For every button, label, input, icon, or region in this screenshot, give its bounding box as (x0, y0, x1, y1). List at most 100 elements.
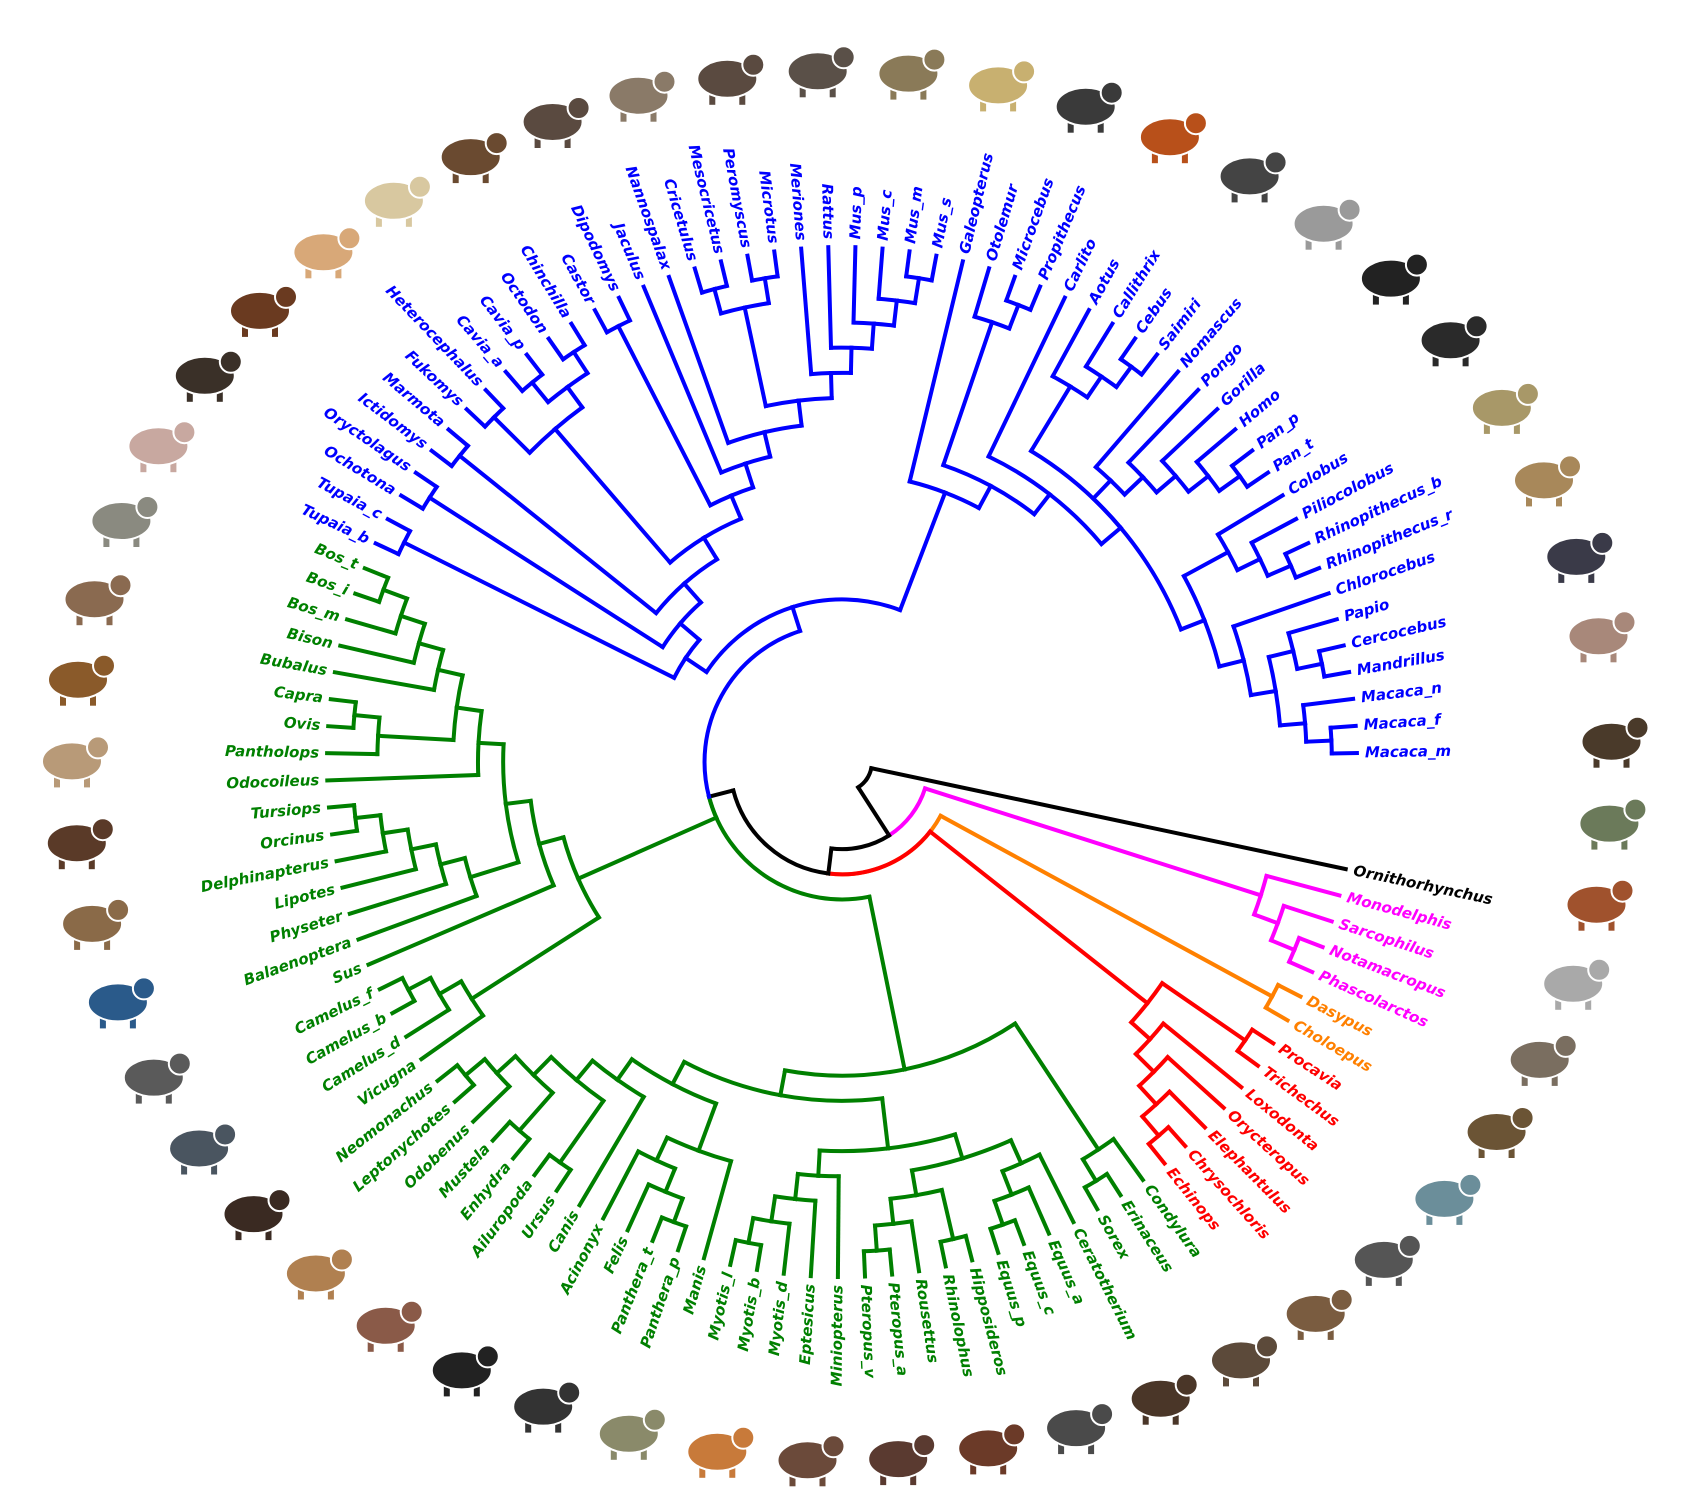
branch-edge (1133, 1051, 1157, 1075)
branch-arc (528, 798, 542, 847)
branch-edge (416, 640, 446, 653)
branch-edge (912, 275, 922, 306)
taxon-label: Mus_s (928, 196, 955, 249)
branch-arc (817, 1146, 891, 1154)
branch-edge (903, 249, 912, 279)
branch-arc (1095, 1136, 1117, 1153)
branch-edge (887, 1247, 895, 1277)
branch-edge (669, 1059, 687, 1087)
branch-edge (1265, 563, 1294, 579)
branch-arc (1181, 573, 1207, 623)
taxon-label: Mus_c (874, 189, 896, 241)
branch-edge (536, 834, 566, 847)
rhinoceros-icon (1045, 1402, 1115, 1455)
camel-icon (284, 1247, 354, 1300)
branch-arc (433, 842, 443, 867)
branch-arc (761, 423, 804, 435)
jerboa-icon (292, 226, 362, 279)
branch-arc (1098, 373, 1120, 390)
branch-edge (1006, 302, 1021, 332)
branch-edge (530, 1054, 555, 1078)
taxon-label: Eptesicus (796, 1283, 819, 1365)
branch-arc (816, 1173, 841, 1179)
branch-edge (337, 643, 417, 666)
taxon-label: Myotis_d (765, 1280, 791, 1356)
branch-edge (718, 258, 730, 289)
taxon-label: Manis (679, 1263, 710, 1316)
branch-edge (999, 1168, 1015, 1198)
branch-edge (1216, 473, 1243, 494)
branch-arc (1067, 383, 1091, 401)
branch-edge (681, 580, 704, 606)
branch-edge (1328, 723, 1358, 730)
branch-edge (1160, 1020, 1245, 1091)
branch-arc (885, 1131, 958, 1151)
branch-edge (1098, 524, 1124, 547)
branch-arc (871, 321, 897, 328)
branch-arc (1080, 1146, 1102, 1163)
branch-arc (1257, 556, 1271, 579)
taxon-label: Meriones (786, 162, 810, 241)
branch-edge (653, 1134, 670, 1164)
branch-edge (1008, 1137, 1024, 1166)
branch-edge (816, 1148, 822, 1178)
branch-arc (548, 1054, 580, 1083)
branch-arc (772, 1194, 798, 1202)
branch-edge (851, 245, 858, 325)
tree-branches (325, 245, 1359, 1280)
branch-arc (416, 621, 428, 646)
branch-arc (1193, 459, 1212, 480)
branch-arc (940, 462, 994, 489)
branch-edge (325, 751, 380, 757)
taxon-label: Rousettus (912, 1278, 942, 1365)
branch-arc (728, 484, 756, 499)
branch-edge (510, 1136, 533, 1162)
branch-edge (1121, 474, 1146, 498)
horse-icon (957, 1422, 1027, 1475)
branch-arc (703, 604, 796, 675)
branch-arc (886, 785, 928, 839)
branch-edge (1216, 657, 1247, 669)
branch-edge (742, 461, 756, 491)
branch-edge (706, 787, 736, 800)
walrus-icon (354, 1299, 424, 1352)
branch-edge (789, 604, 803, 634)
branch-arc (1046, 491, 1105, 547)
branch-edge (1248, 688, 1278, 698)
branch-edge (1003, 274, 1018, 304)
branch-edge (545, 335, 566, 363)
taxon-label: Felis (600, 1234, 632, 1277)
branch-edge (328, 696, 359, 705)
branch-edge (329, 828, 360, 837)
bat-icon (776, 1434, 846, 1487)
mole-rat-icon (127, 420, 197, 473)
branch-arc (451, 705, 459, 743)
branch-arc (681, 556, 720, 587)
sperm-whale-icon (122, 1051, 192, 1104)
branch-edge (456, 452, 659, 616)
branch-edge (745, 253, 755, 283)
colugo-icon (696, 52, 766, 105)
branch-edge (1264, 873, 1342, 898)
branch-arc (653, 1157, 678, 1172)
branch-arc (706, 794, 872, 902)
panda-icon (430, 1344, 500, 1397)
branch-edge (398, 492, 426, 512)
taxon-label: Mus_p (846, 186, 865, 239)
branch-arc (894, 298, 918, 306)
branch-arc (431, 667, 441, 693)
branch-edge (1215, 492, 1286, 538)
branch-arc (481, 1056, 500, 1076)
branch-edge (1178, 617, 1207, 632)
branch-edge (418, 1012, 486, 1062)
branch-arc (398, 596, 410, 619)
branch-edge (888, 1196, 896, 1227)
beaver-icon (229, 284, 298, 337)
branch-arc (1018, 1151, 1043, 1166)
branch-edge (489, 1119, 513, 1144)
elephant-icon (1352, 1233, 1422, 1286)
branch-arc (851, 320, 876, 326)
branch-arc (849, 345, 875, 351)
branch-arc (503, 801, 521, 865)
branch-edge (781, 1221, 792, 1276)
